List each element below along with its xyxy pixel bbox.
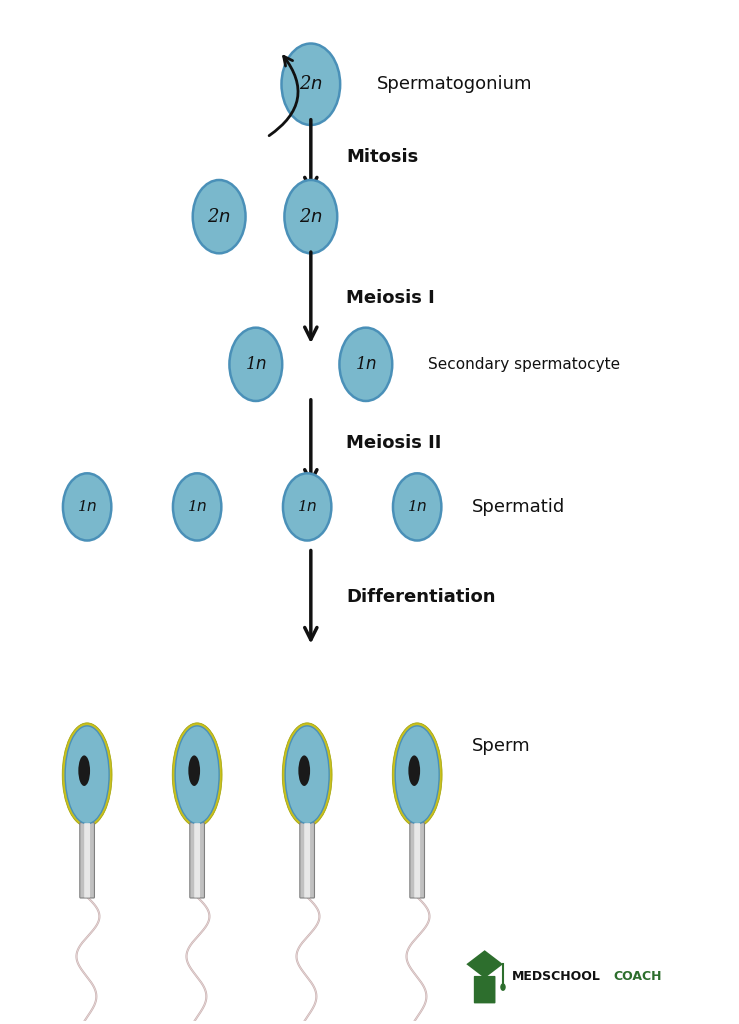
FancyBboxPatch shape — [304, 823, 310, 897]
Text: 1$n$: 1$n$ — [245, 355, 267, 373]
Text: 1$n$: 1$n$ — [355, 355, 377, 373]
Ellipse shape — [175, 726, 219, 823]
Ellipse shape — [285, 180, 337, 253]
Text: 1$n$: 1$n$ — [77, 500, 98, 514]
Text: 1$n$: 1$n$ — [297, 500, 317, 514]
FancyArrowPatch shape — [269, 56, 298, 135]
FancyBboxPatch shape — [80, 822, 95, 898]
FancyBboxPatch shape — [410, 822, 424, 898]
Ellipse shape — [283, 473, 331, 541]
FancyBboxPatch shape — [194, 823, 200, 897]
Ellipse shape — [173, 473, 222, 541]
Ellipse shape — [229, 328, 282, 401]
Text: Sperm: Sperm — [472, 737, 531, 756]
Text: Secondary spermatocyte: Secondary spermatocyte — [428, 356, 620, 372]
Ellipse shape — [395, 726, 439, 823]
Ellipse shape — [188, 756, 200, 786]
Ellipse shape — [500, 983, 505, 991]
Ellipse shape — [282, 723, 332, 826]
Ellipse shape — [78, 756, 90, 786]
Text: Meiosis II: Meiosis II — [346, 434, 441, 452]
Text: Meiosis I: Meiosis I — [346, 289, 435, 306]
Ellipse shape — [63, 473, 112, 541]
Ellipse shape — [65, 726, 109, 823]
FancyBboxPatch shape — [300, 822, 315, 898]
Ellipse shape — [62, 723, 112, 826]
Text: COACH: COACH — [613, 971, 662, 983]
Ellipse shape — [339, 328, 392, 401]
Ellipse shape — [393, 473, 441, 541]
Text: 2$n$: 2$n$ — [299, 75, 323, 93]
FancyBboxPatch shape — [190, 822, 205, 898]
Text: 2$n$: 2$n$ — [299, 208, 323, 225]
Ellipse shape — [282, 43, 340, 125]
Polygon shape — [466, 950, 503, 978]
Text: Spermatogonium: Spermatogonium — [377, 75, 532, 93]
Text: Spermatid: Spermatid — [472, 498, 565, 516]
Text: Differentiation: Differentiation — [346, 588, 496, 606]
Ellipse shape — [299, 756, 310, 786]
FancyBboxPatch shape — [474, 976, 495, 1004]
Ellipse shape — [409, 756, 420, 786]
Text: 2$n$: 2$n$ — [207, 208, 231, 225]
Ellipse shape — [172, 723, 222, 826]
Ellipse shape — [193, 180, 245, 253]
Ellipse shape — [392, 723, 442, 826]
Text: 1$n$: 1$n$ — [187, 500, 208, 514]
Text: Mitosis: Mitosis — [346, 147, 418, 166]
Text: 1$n$: 1$n$ — [407, 500, 427, 514]
FancyBboxPatch shape — [415, 823, 420, 897]
Text: MEDSCHOOL: MEDSCHOOL — [512, 971, 601, 983]
FancyBboxPatch shape — [84, 823, 90, 897]
Ellipse shape — [285, 726, 329, 823]
